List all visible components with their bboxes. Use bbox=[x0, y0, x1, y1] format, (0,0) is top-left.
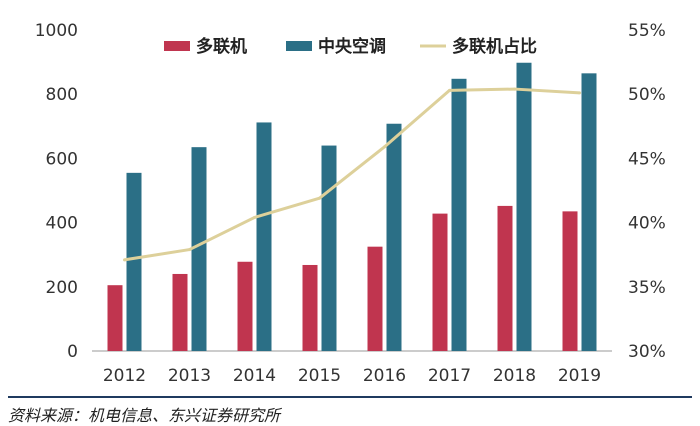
y-right-tick-label: 45% bbox=[628, 149, 666, 169]
line-share-point bbox=[578, 91, 581, 95]
y-right-tick-label: 40% bbox=[628, 214, 666, 234]
y-right-tick-label: 55% bbox=[628, 21, 666, 41]
y-right-tick-label: 50% bbox=[628, 85, 666, 105]
x-tick-label: 2015 bbox=[298, 366, 341, 386]
line-share-point bbox=[123, 258, 126, 262]
bar-central-ac bbox=[516, 62, 532, 351]
x-tick-label: 2018 bbox=[493, 366, 536, 386]
x-tick-label: 2019 bbox=[558, 366, 601, 386]
legend-multi-split-swatch bbox=[164, 41, 190, 51]
bar-multi-split bbox=[302, 264, 318, 351]
line-share-point bbox=[188, 248, 191, 252]
bar-central-ac bbox=[581, 73, 597, 352]
line-share-series bbox=[124, 87, 580, 262]
bar-central-ac bbox=[321, 145, 337, 351]
bar-multi-split bbox=[237, 261, 253, 351]
x-tick-label: 2017 bbox=[428, 366, 471, 386]
line-share-point bbox=[253, 215, 256, 219]
legend-share-line-label: 多联机占比 bbox=[452, 36, 537, 57]
source-note: 资料来源：机电信息、东兴证券研究所 bbox=[8, 396, 692, 426]
legend: 多联机 中央空调 多联机占比 bbox=[164, 36, 537, 57]
bar-central-ac bbox=[256, 122, 272, 351]
y-left-tick-label: 1000 bbox=[35, 21, 78, 41]
bar-multi-split bbox=[562, 211, 578, 351]
y-left-tick-label: 600 bbox=[46, 149, 78, 169]
line-share-point bbox=[318, 196, 321, 200]
line-share-point bbox=[383, 145, 386, 149]
y-left-tick-label: 400 bbox=[46, 214, 78, 234]
x-tick-label: 2016 bbox=[363, 366, 406, 386]
y-left-tick-label: 0 bbox=[67, 342, 78, 362]
y-left-tick-label: 800 bbox=[46, 85, 78, 105]
y-right-tick-label: 30% bbox=[628, 342, 666, 362]
y-right-tick-label: 35% bbox=[628, 278, 666, 298]
line-share-point bbox=[513, 87, 516, 91]
bar-central-ac bbox=[191, 147, 207, 351]
legend-central-ac-label: 中央空调 bbox=[318, 36, 386, 57]
bar-multi-split bbox=[107, 285, 123, 351]
x-tick-label: 2013 bbox=[168, 366, 211, 386]
bar-central-ac bbox=[451, 78, 467, 352]
legend-central-ac-swatch bbox=[286, 41, 312, 51]
bar-multi-split bbox=[432, 213, 448, 351]
bar-central-ac bbox=[126, 172, 142, 351]
x-tick-label: 2012 bbox=[103, 366, 146, 386]
y-left-tick-label: 200 bbox=[46, 278, 78, 298]
bar-central-ac bbox=[386, 123, 402, 352]
legend-multi-split-label: 多联机 bbox=[196, 36, 247, 57]
bar-multi-split bbox=[367, 246, 383, 351]
x-tick-label: 2014 bbox=[233, 366, 276, 386]
bar-multi-split bbox=[497, 205, 513, 351]
combo-chart: 0 200 400 600 800 1000 30% 35% 40% 45% 50% 55% 2012 2… bbox=[35, 21, 666, 386]
bar-multi-split bbox=[172, 273, 188, 351]
line-share-point bbox=[448, 88, 451, 92]
